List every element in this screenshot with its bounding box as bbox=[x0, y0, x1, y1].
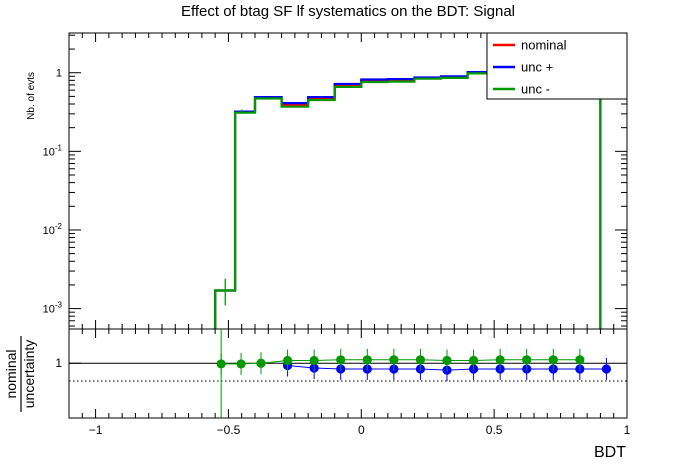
legend-entries: nominal unc + unc - bbox=[493, 38, 567, 97]
ratio-point-unc bbox=[362, 355, 372, 365]
x-tick-label: −1 bbox=[89, 423, 103, 437]
ratio-point-unc bbox=[309, 355, 319, 366]
ratio-y-label: nominal uncertainty bbox=[3, 336, 37, 412]
ratio-label-denominator: uncertainty bbox=[21, 340, 37, 408]
ratio-point-unc bbox=[495, 355, 505, 365]
ratio-panel: −1 −0.5 0 0.5 1 1 nominal uncertainty bbox=[3, 328, 631, 437]
ratio-tick-labels: −1 −0.5 0 0.5 1 1 bbox=[55, 356, 630, 437]
ratio-point-unc bbox=[548, 355, 558, 365]
ratio-point-unc bbox=[468, 355, 479, 366]
ratio-point-unc bbox=[282, 355, 293, 366]
legend-label: unc - bbox=[521, 82, 550, 97]
ratio-y-tick-label: 1 bbox=[55, 356, 62, 370]
ratio-label-numerator: nominal bbox=[3, 349, 19, 398]
ratio-point-unc bbox=[256, 358, 266, 368]
ratio-point-unc bbox=[522, 355, 532, 365]
y-tick-label-base: 10 bbox=[43, 304, 55, 316]
y-tick-label: 10-2 bbox=[43, 222, 63, 237]
error-bars bbox=[224, 109, 243, 306]
y-axis-label: Nb. of evts bbox=[26, 72, 37, 120]
ratio-point-unc bbox=[236, 359, 246, 369]
x-tick-label: 1 bbox=[624, 423, 631, 437]
ratio-point-unc bbox=[601, 364, 612, 374]
ratio-reference-lines bbox=[69, 362, 627, 382]
ratio-point-unc bbox=[415, 355, 426, 365]
x-tick-label: −0.5 bbox=[217, 423, 241, 437]
ratio-point-unc bbox=[389, 355, 399, 365]
x-axis-label: BDT bbox=[594, 444, 626, 461]
legend-label: nominal bbox=[521, 38, 567, 53]
ratio-point-unc bbox=[336, 355, 346, 365]
legend-label: unc + bbox=[521, 60, 553, 75]
y-tick-labels: 10-310-210-11 bbox=[43, 68, 63, 316]
ratio-point-unc bbox=[442, 355, 452, 366]
ratio-series bbox=[216, 329, 612, 418]
ratio-axis-ticks bbox=[68, 329, 628, 418]
y-tick-label-base: 10 bbox=[43, 146, 55, 158]
y-tick-label: 10-1 bbox=[43, 143, 63, 158]
x-tick-label: 0 bbox=[358, 423, 365, 437]
y-tick-label-exponent: -1 bbox=[55, 143, 63, 152]
y-tick-label-exponent: -2 bbox=[55, 222, 63, 231]
y-tick-label-base: 10 bbox=[43, 225, 55, 237]
y-tick-label: 10-3 bbox=[43, 301, 63, 316]
ratio-point-unc bbox=[575, 355, 585, 365]
y-tick-label-exponent: -3 bbox=[55, 301, 63, 310]
y-tick-label-base: 1 bbox=[56, 68, 62, 80]
y-tick-label: 1 bbox=[56, 68, 62, 80]
chart-title: Effect of btag SF lf systematics on the … bbox=[181, 3, 515, 20]
x-tick-label: 0.5 bbox=[486, 423, 503, 437]
main-axis-ticks bbox=[68, 33, 628, 329]
legend: nominal unc + unc - bbox=[486, 32, 628, 100]
ratio-point-unc bbox=[216, 359, 226, 369]
